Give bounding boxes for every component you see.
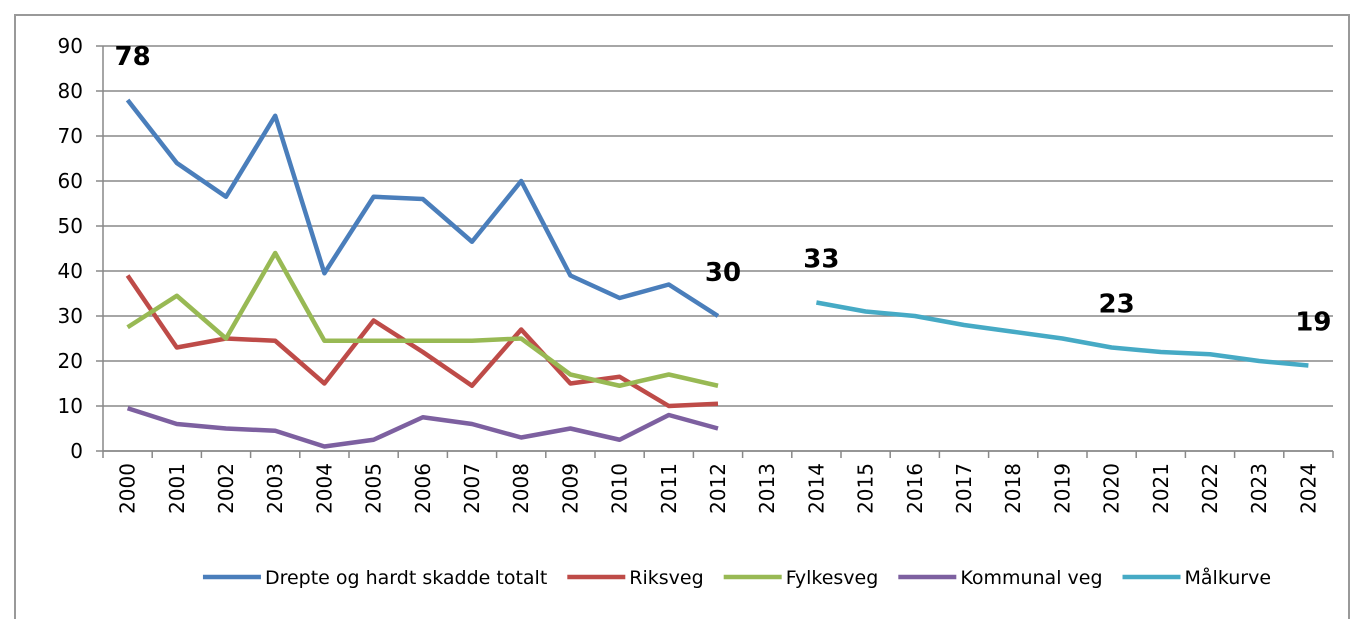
legend-label: Fylkesveg [786,567,879,589]
x-tick-label: 2006 [411,463,435,514]
y-tick-label: 80 [58,79,83,103]
x-tick-label: 2003 [263,463,287,514]
x-tick-label: 2012 [706,463,730,514]
y-tick-label: 20 [58,349,83,373]
legend-label: Drepte og hardt skadde totalt [265,567,547,589]
x-tick-label: 2007 [460,463,484,514]
legend-label: Riksveg [629,567,703,589]
legend-label: Kommunal veg [960,567,1102,589]
y-tick-label: 40 [58,259,83,283]
x-tick-label: 2024 [1296,463,1320,514]
x-tick-label: 2001 [165,463,189,514]
x-tick-label: 2022 [1198,463,1222,514]
x-tick-label: 2021 [1149,463,1173,514]
x-tick-label: 2008 [509,463,533,514]
y-tick-label: 50 [58,214,83,238]
y-tick-label: 10 [58,394,83,418]
x-tick-label: 2004 [312,463,336,514]
x-tick-label: 2014 [804,463,828,514]
series-line [815,300,1309,368]
x-tick-label: 2020 [1100,463,1124,514]
data-label: 30 [705,258,741,288]
x-tick-label: 2002 [214,463,238,514]
series-line [125,98,720,318]
series-line [126,250,719,388]
data-label: 19 [1295,308,1331,338]
x-tick-label: 2016 [903,463,927,514]
x-tick-label: 2005 [362,463,386,514]
x-tick-label: 2009 [558,463,582,514]
y-tick-label: 0 [70,439,83,463]
y-tick-label: 70 [58,124,83,148]
x-tick-label: 2019 [1050,463,1074,514]
x-tick-label: 2010 [608,463,632,514]
x-tick-label: 2017 [952,463,976,514]
y-tick-label: 90 [58,34,83,58]
chart-border [14,14,1350,619]
data-label: 78 [115,42,151,72]
x-tick-label: 2018 [1001,463,1025,514]
x-tick-label: 2000 [116,463,140,514]
y-tick-label: 60 [58,169,83,193]
data-label: 23 [1099,290,1135,320]
series-line [126,406,719,449]
x-tick-label: 2015 [854,463,878,514]
x-tick-label: 2011 [657,463,681,514]
legend-label: Målkurve [1185,566,1272,589]
data-label: 33 [803,245,839,275]
x-tick-label: 2023 [1247,463,1271,514]
y-tick-label: 30 [58,304,83,328]
x-tick-label: 2013 [755,463,779,514]
